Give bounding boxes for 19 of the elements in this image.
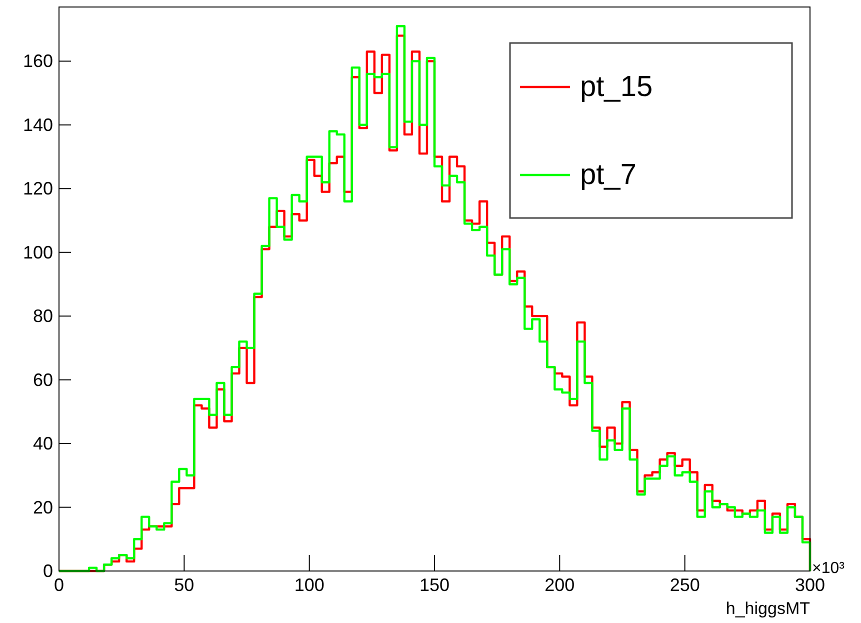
y-tick-label: 140 <box>22 114 53 135</box>
x-tick-label: 50 <box>174 575 194 595</box>
y-tick-label: 100 <box>22 242 53 262</box>
y-tick-label: 40 <box>32 434 53 454</box>
y-tick-label: 0 <box>42 561 53 581</box>
x-tick-label: 100 <box>294 575 324 595</box>
x-tick-label: 250 <box>670 575 700 595</box>
legend-label: pt_7 <box>580 159 636 191</box>
x-tick-label: 150 <box>419 575 450 595</box>
x-tick-label: 200 <box>544 575 575 595</box>
legend-label: pt_15 <box>580 71 653 103</box>
x-axis-title: h_higgsMT <box>726 599 810 618</box>
y-tick-label: 160 <box>22 51 53 72</box>
y-tick-label: 60 <box>32 370 53 390</box>
text: ×10³ <box>812 560 846 577</box>
y-tick-label: 120 <box>22 178 53 199</box>
y-tick-label: 80 <box>32 306 53 326</box>
x-tick-label: 300 <box>794 575 826 595</box>
y-tick-label: 20 <box>32 497 53 518</box>
